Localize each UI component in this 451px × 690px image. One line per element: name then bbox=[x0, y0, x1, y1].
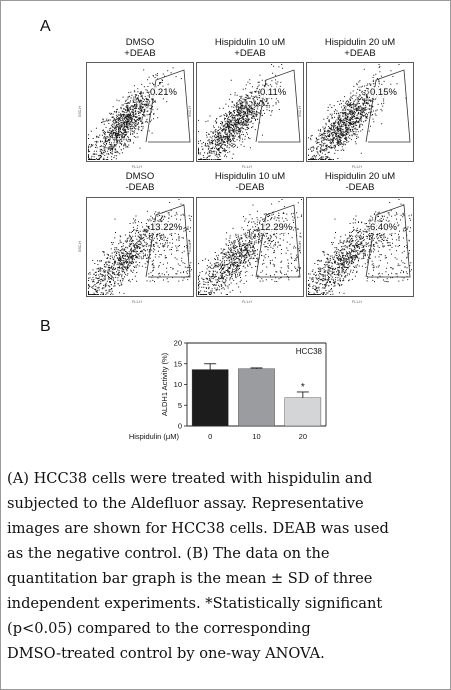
y-tick-label: 5 bbox=[178, 401, 182, 410]
flow-plot-title-line2: -DEAB bbox=[235, 182, 265, 193]
plot-frame bbox=[196, 197, 304, 297]
flow-dot-plot bbox=[196, 197, 304, 297]
plot-frame bbox=[306, 62, 414, 162]
flow-x-axis-label: FL1-H bbox=[132, 300, 142, 304]
gate-percentage: 6.40% bbox=[370, 222, 397, 233]
flow-plot-title-line2: +DEAB bbox=[344, 48, 376, 59]
caption-line: quantitation bar graph is the mean ± SD … bbox=[7, 570, 373, 587]
gate-percentage: 0.21% bbox=[150, 87, 177, 98]
flow-dot-plot bbox=[306, 197, 414, 297]
y-axis-label: ALDH1 Activity (%) bbox=[160, 352, 169, 416]
bar-0 bbox=[191, 369, 229, 427]
gate-outline bbox=[365, 69, 411, 143]
gate-outline bbox=[255, 204, 301, 278]
chart-title: HCC38 bbox=[296, 347, 323, 356]
gate-outline bbox=[365, 204, 411, 278]
caption-line: as the negative control. (B) The data on… bbox=[7, 545, 330, 562]
caption-line: independent experiments. *Statistically … bbox=[7, 595, 383, 612]
y-tick-label: 20 bbox=[174, 339, 182, 348]
caption-line: images are shown for HCC38 cells. DEAB w… bbox=[7, 520, 389, 537]
gate-percentage: 0.11% bbox=[260, 87, 287, 98]
flow-plot-title-line2: +DEAB bbox=[124, 48, 156, 59]
significance-marker: * bbox=[301, 382, 305, 393]
flow-x-axis-label: FL1-H bbox=[242, 165, 252, 169]
gate-percentage: 13.22% bbox=[150, 222, 183, 233]
cell-events bbox=[308, 64, 407, 160]
y-tick-label: 15 bbox=[174, 359, 182, 368]
flow-plot-title: DMSO +DEAB bbox=[75, 37, 205, 59]
caption-line: subjected to the Aldefluor assay. Repres… bbox=[7, 495, 364, 512]
flow-dot-plot bbox=[196, 62, 304, 162]
panel-a-label: A bbox=[40, 18, 51, 35]
flow-x-axis-label: FL1-H bbox=[352, 300, 362, 304]
flow-plot-title: Hispidulin 10 uM -DEAB bbox=[185, 171, 315, 193]
flow-plot-title-line1: Hispidulin 20 uM bbox=[324, 37, 396, 48]
flow-dot-plot bbox=[86, 197, 194, 297]
cell-events bbox=[88, 199, 192, 295]
flow-plot-title: Hispidulin 20 uM +DEAB bbox=[295, 37, 425, 59]
flow-x-axis-label: FL1-H bbox=[352, 165, 362, 169]
x-tick-label: 10 bbox=[252, 432, 260, 441]
bar-10 bbox=[238, 368, 275, 427]
cell-events bbox=[308, 199, 412, 295]
flow-dot-plot bbox=[306, 62, 414, 162]
flow-plot-title-line1: Hispidulin 10 uM bbox=[214, 171, 286, 182]
gate-outline bbox=[145, 69, 191, 143]
flow-plot-title-line1: Hispidulin 10 uM bbox=[214, 37, 286, 48]
flow-plot-title-line1: DMSO bbox=[125, 171, 155, 182]
bar-20 bbox=[284, 397, 322, 427]
flow-plot-title-line1: Hispidulin 20 uM bbox=[324, 171, 396, 182]
flow-plot-title-line1: DMSO bbox=[125, 37, 155, 48]
gate-percentage: 12.29% bbox=[260, 222, 293, 233]
x-tick-label: 0 bbox=[208, 432, 212, 441]
flow-plot-title: Hispidulin 20 uM -DEAB bbox=[295, 171, 425, 193]
flow-plot-title-line2: -DEAB bbox=[125, 182, 155, 193]
gate-percentage: 0.15% bbox=[370, 87, 397, 98]
x-axis-label: Hispidulin (μM) bbox=[129, 432, 180, 441]
y-tick-label: 10 bbox=[174, 380, 182, 389]
y-tick-label: 0 bbox=[178, 422, 182, 431]
x-tick-label: 20 bbox=[299, 432, 307, 441]
gate-outline bbox=[255, 69, 301, 143]
flow-plot-title: Hispidulin 10 uM +DEAB bbox=[185, 37, 315, 59]
caption-line: (p<0.05) compared to the corresponding bbox=[7, 620, 311, 637]
caption-line: (A) HCC38 cells were treated with hispid… bbox=[7, 470, 373, 487]
caption-line: DMSO-treated control by one-way ANOVA. bbox=[7, 645, 325, 662]
flow-x-axis-label: FL1-H bbox=[242, 300, 252, 304]
figure-caption: (A) HCC38 cells were treated with hispid… bbox=[7, 466, 443, 666]
panel-b-label: B bbox=[40, 318, 51, 335]
gate-outline bbox=[145, 204, 191, 278]
flow-x-axis-label: FL1-H bbox=[132, 165, 142, 169]
flow-plot-title: DMSO -DEAB bbox=[75, 171, 205, 193]
flow-dot-plot bbox=[86, 62, 194, 162]
flow-plot-title-line2: -DEAB bbox=[345, 182, 375, 193]
flow-plot-title-line2: +DEAB bbox=[234, 48, 266, 59]
